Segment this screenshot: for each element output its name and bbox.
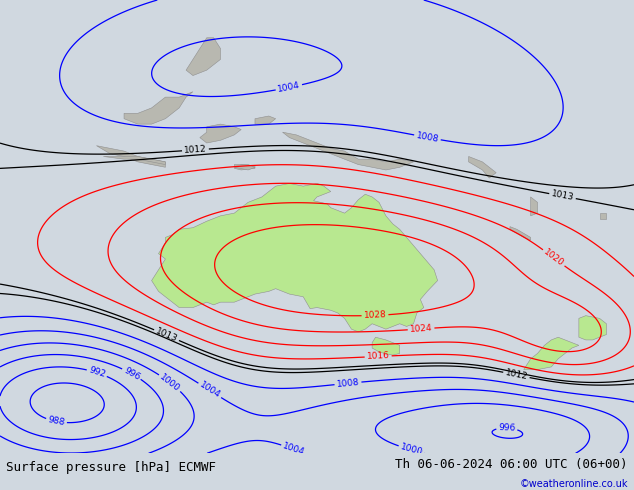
Polygon shape xyxy=(600,213,607,219)
Text: 1008: 1008 xyxy=(415,131,439,144)
Polygon shape xyxy=(469,156,496,178)
Text: Th 06-06-2024 06:00 UTC (06+00): Th 06-06-2024 06:00 UTC (06+00) xyxy=(395,458,628,471)
Text: 996: 996 xyxy=(122,366,141,382)
Polygon shape xyxy=(96,146,165,167)
Text: 988: 988 xyxy=(47,416,66,427)
Polygon shape xyxy=(531,197,538,216)
Polygon shape xyxy=(235,165,255,170)
Text: 1012: 1012 xyxy=(184,145,207,155)
Text: 1004: 1004 xyxy=(198,380,222,400)
Text: 1028: 1028 xyxy=(363,311,387,320)
Text: 996: 996 xyxy=(498,423,515,433)
Text: 1024: 1024 xyxy=(410,324,433,334)
Polygon shape xyxy=(510,226,531,240)
Text: 1000: 1000 xyxy=(158,372,182,393)
Polygon shape xyxy=(152,183,437,332)
Polygon shape xyxy=(524,337,579,369)
Text: 1013: 1013 xyxy=(550,190,574,203)
Polygon shape xyxy=(200,124,241,143)
Polygon shape xyxy=(235,165,255,170)
Text: 1000: 1000 xyxy=(399,442,424,457)
Text: 1013: 1013 xyxy=(154,326,179,344)
Text: Surface pressure [hPa] ECMWF: Surface pressure [hPa] ECMWF xyxy=(6,462,216,474)
Polygon shape xyxy=(579,316,607,340)
Text: 1020: 1020 xyxy=(542,247,566,269)
Polygon shape xyxy=(103,156,165,165)
Text: 1008: 1008 xyxy=(336,378,360,389)
Polygon shape xyxy=(255,116,276,124)
Polygon shape xyxy=(186,38,221,75)
Polygon shape xyxy=(372,337,399,355)
Text: 992: 992 xyxy=(87,366,107,380)
Text: 1016: 1016 xyxy=(366,351,390,362)
Text: 1004: 1004 xyxy=(277,81,301,94)
Text: 1004: 1004 xyxy=(281,441,306,457)
Text: 1012: 1012 xyxy=(504,368,529,382)
Text: ©weatheronline.co.uk: ©weatheronline.co.uk xyxy=(519,480,628,490)
Polygon shape xyxy=(124,92,193,124)
Polygon shape xyxy=(283,132,413,170)
